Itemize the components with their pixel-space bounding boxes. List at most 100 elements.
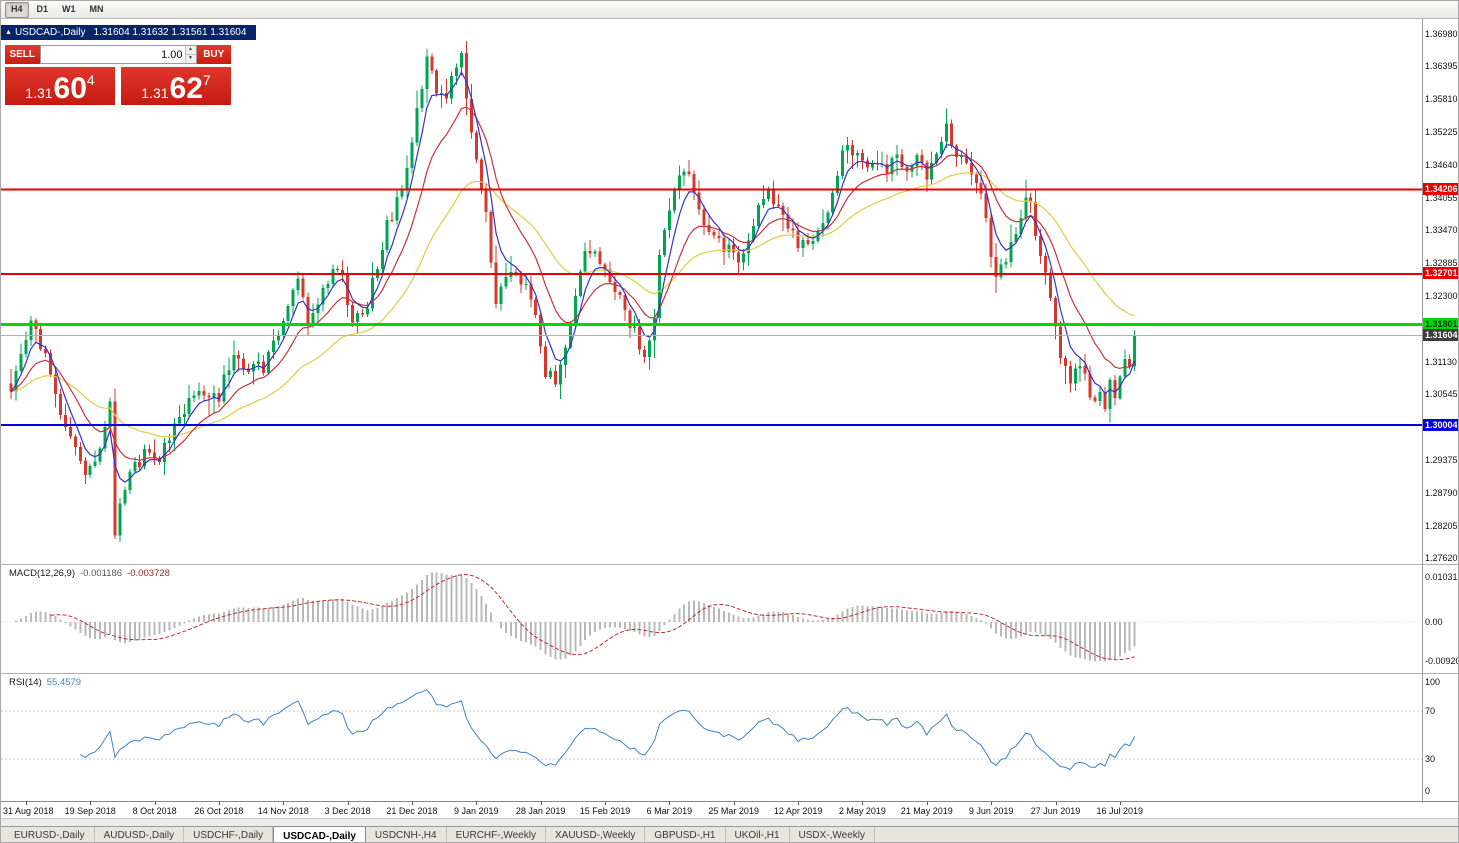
macd-name: MACD(12,26,9) — [9, 568, 75, 579]
date-axis-label: 28 Jan 2019 — [515, 806, 566, 816]
price-axis-label: 1.28790 — [1425, 487, 1458, 498]
date-axis-label: 3 Dec 2018 — [324, 806, 371, 816]
volume-up-button[interactable]: ▲ — [185, 46, 196, 55]
buy-price-prefix: 1.31 — [141, 85, 169, 101]
buy-button[interactable]: BUY — [196, 45, 231, 64]
date-axis-tick — [798, 802, 800, 805]
chart-symbol-period: USDCAD-,Daily — [14, 26, 86, 38]
price-axis-label: 1.27620 — [1425, 553, 1458, 564]
timeframe-button-w1[interactable]: W1 — [62, 3, 76, 14]
date-axis-tick — [669, 802, 671, 805]
date-axis-tick — [347, 802, 349, 805]
sell-price-pipette: 4 — [86, 72, 95, 88]
date-axis-tick — [605, 802, 606, 805]
date-axis-label: 21 Dec 2018 — [386, 806, 438, 816]
date-axis-label: 31 Aug 2018 — [3, 806, 54, 816]
date-axis-tick — [1055, 802, 1057, 805]
date-axis-tick — [90, 802, 92, 805]
rsi-axis-label: 0 — [1425, 786, 1431, 796]
price-chart-canvas[interactable] — [1, 1, 1459, 801]
date-axis-label: 8 Oct 2018 — [132, 806, 177, 816]
date-axis-label: 2 May 2019 — [838, 806, 886, 816]
macd-indicator-label: MACD(12,26,9) -0.001186 -0.003728 — [9, 568, 170, 579]
macd-signal-value: -0.003728 — [127, 568, 170, 579]
date-axis-tick — [154, 802, 156, 805]
date-axis-tick — [1119, 802, 1121, 805]
date-axis-tick — [411, 802, 413, 805]
tab-ukoil-h1[interactable]: UKOil-,H1 — [726, 827, 790, 842]
rsi-name: RSI(14) — [9, 677, 42, 688]
time-axis[interactable]: 31 Aug 2018 19 Sep 2018 8 Oct 2018 26 Oct 2… — [1, 801, 1458, 818]
date-axis-label: 15 Feb 2019 — [579, 806, 631, 816]
timeframe-button-d1[interactable]: D1 — [36, 3, 49, 14]
price-axis-label: 1.33470 — [1425, 225, 1458, 236]
date-axis-label: 16 Jul 2019 — [1096, 806, 1144, 816]
tab-usdcnh-h4[interactable]: USDCNH-,H4 — [366, 827, 447, 842]
date-axis-label: 19 Sep 2018 — [64, 806, 116, 816]
sell-price-display[interactable]: 1.31 60 4 — [5, 67, 115, 105]
date-axis-tick — [476, 802, 478, 805]
date-axis-tick — [25, 802, 27, 805]
price-axis-label: 1.29375 — [1425, 454, 1458, 465]
price-line-label: 1.34206 — [1423, 183, 1458, 195]
scroll-strip — [1, 818, 1458, 826]
macd-axis-label: 0.00 — [1425, 617, 1443, 627]
tab-gbpusd-h1[interactable]: GBPUSD-,H1 — [645, 827, 726, 842]
collapse-icon: ▲ — [5, 28, 12, 36]
macd-signal-line — [50, 573, 1135, 661]
buy-price-display[interactable]: 1.31 62 7 — [121, 67, 231, 105]
date-axis-label: 6 Mar 2019 — [646, 806, 693, 816]
date-axis-label: 9 Jan 2019 — [454, 806, 499, 816]
buy-price-pipette: 7 — [202, 72, 211, 88]
rsi-axis-label: 70 — [1425, 706, 1436, 716]
sell-price-prefix: 1.31 — [25, 85, 53, 101]
timeframe-toolbar: H4 D1 W1 MN — [1, 1, 1458, 19]
macd-value: -0.001186 — [80, 568, 123, 579]
volume-down-button[interactable]: ▼ — [185, 55, 196, 63]
date-axis-tick — [283, 802, 285, 805]
price-axis[interactable]: 1.36980 1.36395 1.35810 1.35225 1.34640 1.340… — [1423, 1, 1459, 801]
chart-title-bar: ▲ USDCAD-,Daily 1.31604 1.31632 1.31561 … — [1, 25, 257, 40]
candles — [9, 41, 1137, 542]
date-axis-tick — [218, 802, 220, 805]
date-axis-tick — [862, 802, 864, 805]
price-line-label: 1.31801 — [1423, 317, 1458, 330]
price-axis-label: 1.34055 — [1425, 192, 1458, 203]
macd-axis-label: -0.00920 — [1425, 656, 1459, 666]
date-axis-label: 25 Mar 2019 — [708, 806, 759, 816]
date-axis-label: 27 Jun 2019 — [1030, 806, 1081, 816]
timeframe-button-mn[interactable]: MN — [89, 3, 104, 14]
macd-axis-label: 0.01031 — [1425, 572, 1458, 582]
macd-histogram — [14, 572, 1136, 662]
timeframe-button-h4[interactable]: H4 — [5, 1, 29, 18]
chart-tabs-bar: EURUSD-,Daily AUDUSD-,Daily USDCHF-,Daily U… — [1, 826, 1458, 842]
price-axis-label: 1.36395 — [1425, 61, 1458, 72]
moving-average-34 — [10, 172, 1135, 438]
rsi-line — [80, 688, 1136, 771]
tab-eurusd-daily[interactable]: EURUSD-,Daily — [5, 827, 95, 842]
price-line-label: 1.32701 — [1423, 267, 1458, 280]
rsi-value: 55.4579 — [46, 677, 82, 688]
price-axis-label: 1.31130 — [1425, 356, 1457, 367]
rsi-indicator-label: RSI(14) 55.4579 — [9, 677, 81, 688]
tab-xauusd-weekly[interactable]: XAUUSD-,Weekly — [546, 827, 646, 842]
date-axis-tick — [991, 802, 993, 805]
price-axis-label: 1.32300 — [1425, 290, 1458, 301]
tab-usdcad-daily[interactable]: USDCAD-,Daily — [273, 826, 366, 842]
tab-eurchf-weekly[interactable]: EURCHF-,Weekly — [447, 827, 546, 842]
price-axis-label: 1.35810 — [1425, 94, 1458, 105]
date-axis-tick — [733, 802, 735, 805]
volume-input[interactable] — [40, 46, 185, 63]
price-axis-label: 1.28205 — [1425, 520, 1458, 531]
sell-button[interactable]: SELL — [5, 45, 40, 64]
volume-box: ▲ ▼ — [39, 45, 197, 64]
rsi-axis-label: 100 — [1425, 677, 1441, 687]
tab-audusd-daily[interactable]: AUDUSD-,Daily — [95, 827, 185, 842]
tab-usdchf-daily[interactable]: USDCHF-,Daily — [184, 827, 274, 842]
tab-usdx-weekly[interactable]: USDX-,Weekly — [790, 827, 876, 842]
current-price-label: 1.31604 — [1423, 329, 1458, 342]
date-axis-label: 9 Jun 2019 — [968, 806, 1014, 816]
price-line-label: 1.30004 — [1423, 418, 1458, 431]
